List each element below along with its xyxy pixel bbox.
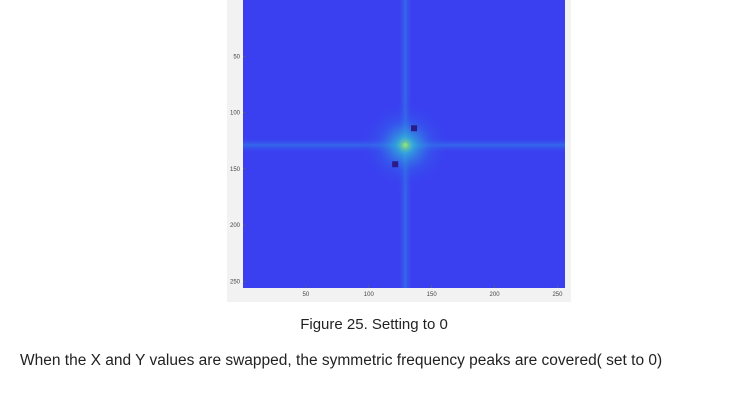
y-tick-label: 150 (230, 167, 241, 173)
figure-panel: 50 100 150 200 250 50 100 150 200 250 (227, 0, 571, 302)
y-tick-label: 100 (230, 111, 241, 117)
figure-caption: Figure 25. Setting to 0 (300, 316, 448, 333)
x-tick-label: 50 (303, 292, 310, 298)
dc-peak (403, 142, 408, 148)
fft-spectrum-plot: 50 100 150 200 250 50 100 150 200 250 (230, 0, 565, 298)
x-tick-label: 250 (552, 292, 563, 298)
y-tick-label: 200 (230, 223, 241, 229)
y-tick-label: 250 (230, 279, 241, 285)
x-tick-label: 150 (427, 292, 438, 298)
masked-peak-2 (392, 161, 399, 168)
y-tick-label: 50 (233, 54, 240, 60)
axis-ticks: 50 100 150 200 250 50 100 150 200 250 (230, 54, 563, 298)
x-tick-label: 100 (364, 292, 375, 298)
masked-peak-1 (411, 125, 418, 132)
x-tick-label: 200 (490, 292, 501, 298)
body-paragraph: When the X and Y values are swapped, the… (20, 352, 663, 369)
spectrum-features (243, 0, 565, 288)
